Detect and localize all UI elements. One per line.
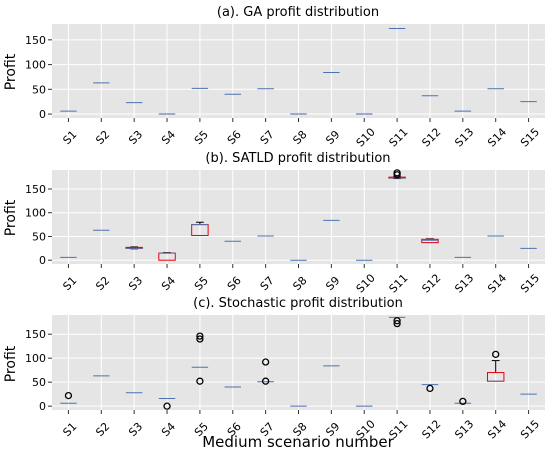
- panel-b-x-tick-label: S2: [93, 274, 112, 293]
- panel-b-title: (b). SATLD profit distribution: [205, 151, 390, 166]
- panel-c-y-tick-label: 100: [25, 352, 46, 365]
- panel-c-x-axis-label: Medium scenario number: [202, 433, 394, 451]
- panel-a: 0 50 100 150 S1 S2 S3 S4 S5 S6 S7 S8 S9 S10 S11 S12 S13 S…: [3, 5, 545, 150]
- panel-a-y-tick-label: 100: [25, 59, 46, 72]
- panel-c-x-tick-label: S3: [126, 420, 145, 439]
- panel-b-x-tick-label: S7: [258, 274, 277, 293]
- panel-c-outlier-point: [261, 358, 270, 366]
- panel-c-outlier-point: [196, 335, 204, 343]
- panel-a-x-tick-label: S11: [387, 126, 411, 150]
- panel-b-y-tick-label: 0: [39, 254, 46, 267]
- panel-c-x-tick-label: S13: [452, 418, 476, 442]
- panel-c-x-tick-label: S4: [159, 420, 178, 439]
- panel-c-outlier-point: [459, 397, 467, 406]
- panel-b-x-tick-label: S9: [323, 274, 342, 293]
- panel-a-x-tick-label: S6: [225, 128, 244, 147]
- panel-a-x-tick-label: S3: [126, 128, 145, 147]
- panel-a-title: (a). GA profit distribution: [217, 5, 379, 20]
- panel-a-x-tick-label: S9: [323, 128, 342, 147]
- panel-c-outlier-point: [426, 384, 434, 393]
- panel-c-x-tick-label: S12: [419, 418, 443, 442]
- panel-c-y-tick-label: 50: [32, 376, 46, 389]
- panel-a-x-tick-label: S1: [60, 128, 79, 147]
- panel-a-x-tick-label: S13: [452, 126, 476, 150]
- panel-a-x-tick-label: S14: [485, 126, 509, 150]
- panel-a-x-tick-label: S5: [192, 128, 211, 147]
- panel-a-y-tick-label: 150: [25, 34, 46, 47]
- panel-c-outlier-point: [163, 402, 171, 410]
- panel-c-y-axis-label: Profit: [3, 345, 19, 382]
- panel-b-outlier-point: [393, 169, 401, 177]
- panel-b-x-tick-label: S3: [126, 274, 145, 293]
- panel-c-outlier-point: [393, 317, 401, 325]
- panel-b-x-tick-label: S5: [192, 274, 211, 293]
- panel-b-x-tick-label: S11: [387, 272, 411, 296]
- panel-c-outlier-point: [261, 377, 270, 385]
- panel-b-x-tick-label: S4: [159, 274, 178, 293]
- panel-b-x-tick-label: S12: [419, 272, 443, 296]
- panel-c-y-tick-label: 0: [39, 400, 46, 413]
- panel-b-x-tick-label: S6: [225, 274, 244, 293]
- panel-c-outlier-point: [64, 391, 73, 400]
- panel-b-x-tick-label: S14: [485, 272, 509, 296]
- panel-c-y-tick-label: 150: [25, 328, 46, 341]
- panel-b-x-tick-label: S10: [354, 272, 378, 296]
- panel-c-outlier-point: [196, 377, 204, 385]
- panel-a-y-tick-label: 0: [39, 108, 46, 121]
- panel-b-box: [421, 238, 439, 244]
- panel-c-outlier-point: [393, 319, 401, 328]
- panel-a-y-tick-label: 50: [32, 83, 46, 96]
- panel-a-x-tick-label: S8: [290, 128, 309, 147]
- panel-a-x-tick-label: S7: [258, 128, 277, 147]
- panel-a-x-tick-label: S2: [93, 128, 112, 147]
- panel-b: 0 50 100 150 S1 S2 S3 S4 S5 S6 S7 S8 S9 S10 S11 S12 S13 S…: [3, 151, 545, 296]
- panel-a-y-axis-label: Profit: [3, 53, 19, 90]
- panel-a-x-tick-label: S12: [419, 126, 443, 150]
- panel-b-x-tick-label: S13: [452, 272, 476, 296]
- panel-b-y-axis-label: Profit: [3, 199, 19, 236]
- panel-c-x-tick-label: S2: [93, 420, 112, 439]
- panel-a-x-tick-label: S10: [354, 126, 378, 150]
- panel-c-x-tick-label: S1: [60, 420, 79, 439]
- panel-c-x-tick-label: S15: [518, 418, 542, 442]
- panel-b-x-tick-label: S1: [60, 274, 79, 293]
- panel-c-title: (c). Stochastic profit distribution: [193, 296, 403, 311]
- panel-c-outlier-point: [492, 350, 500, 358]
- panel-b-y-tick-label: 100: [25, 207, 46, 220]
- panel-b-y-tick-label: 50: [32, 230, 46, 243]
- panel-b-y-tick-label: 150: [25, 183, 46, 196]
- panel-b-x-tick-label: S8: [290, 274, 309, 293]
- panel-a-x-tick-label: S4: [159, 128, 178, 147]
- panel-c-outlier-point: [196, 332, 204, 340]
- panel-a-x-tick-label: S15: [518, 126, 542, 150]
- panel-c-x-tick-label: S14: [485, 418, 509, 442]
- panel-b-x-tick-label: S15: [518, 272, 542, 296]
